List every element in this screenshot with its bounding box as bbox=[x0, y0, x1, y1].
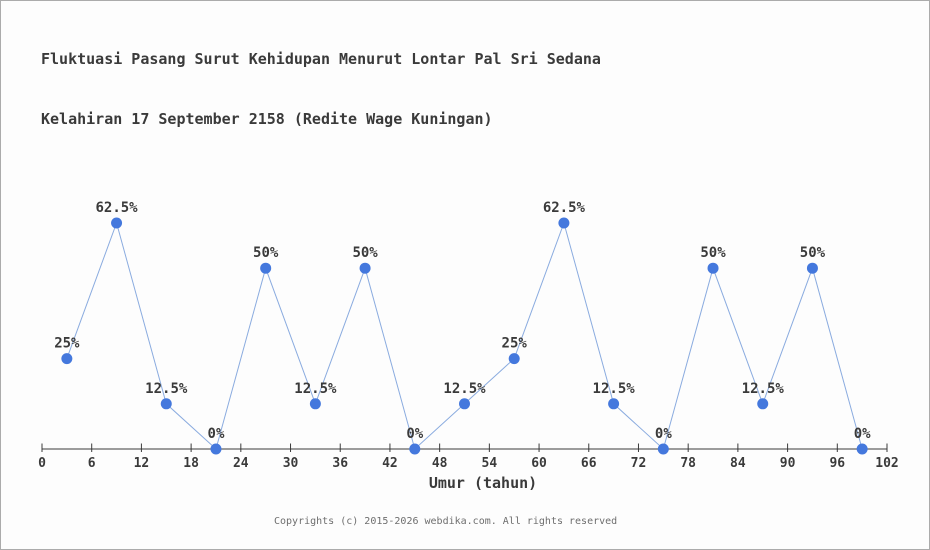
x-tick-label: 54 bbox=[482, 456, 498, 471]
chart-title-line2: Kelahiran 17 September 2158 (Redite Wage… bbox=[41, 110, 493, 128]
chart-title-line1: Fluktuasi Pasang Surut Kehidupan Menurut… bbox=[41, 50, 601, 68]
data-point-label: 12.5% bbox=[294, 381, 337, 397]
data-point bbox=[260, 262, 272, 274]
x-tick-label: 36 bbox=[332, 456, 348, 471]
x-tick-label: 12 bbox=[134, 456, 150, 471]
x-tick-label: 90 bbox=[780, 456, 796, 471]
data-point-label: 25% bbox=[54, 336, 80, 352]
x-tick-label: 6 bbox=[88, 456, 96, 471]
data-point-label: 25% bbox=[502, 336, 528, 352]
data-point bbox=[309, 398, 321, 410]
data-point-label: 12.5% bbox=[145, 381, 188, 397]
x-tick-label: 30 bbox=[283, 456, 299, 471]
data-point bbox=[160, 398, 172, 410]
data-point-label: 0% bbox=[406, 426, 423, 442]
x-tick-label: 0 bbox=[38, 456, 46, 471]
x-axis-label: Umur (tahun) bbox=[428, 474, 538, 492]
x-tick-label: 102 bbox=[875, 456, 898, 471]
data-point-label: 12.5% bbox=[593, 381, 636, 397]
x-tick-label: 72 bbox=[631, 456, 647, 471]
data-point-label: 50% bbox=[253, 245, 279, 261]
data-point bbox=[111, 217, 123, 229]
data-point-label: 0% bbox=[655, 426, 672, 442]
x-tick-label: 48 bbox=[432, 456, 448, 471]
copyright-text: Copyrights (c) 2015-2026 webdika.com. Al… bbox=[274, 516, 618, 527]
x-tick-label: 42 bbox=[382, 456, 398, 471]
x-tick-label: 24 bbox=[233, 456, 249, 471]
data-point bbox=[757, 398, 769, 410]
x-tick-label: 78 bbox=[680, 456, 696, 471]
data-point-label: 50% bbox=[352, 245, 378, 261]
x-tick-label: 18 bbox=[183, 456, 199, 471]
data-point bbox=[459, 398, 470, 410]
data-point bbox=[707, 262, 719, 274]
data-point-label: 62.5% bbox=[543, 200, 586, 216]
data-point-label: 12.5% bbox=[742, 381, 785, 397]
data-point bbox=[608, 398, 620, 410]
x-tick-label: 66 bbox=[581, 456, 597, 471]
data-point-label: 50% bbox=[800, 245, 826, 261]
data-point bbox=[210, 443, 222, 455]
data-point bbox=[409, 443, 421, 455]
data-point-label: 62.5% bbox=[95, 200, 138, 216]
data-point bbox=[508, 353, 520, 365]
x-tick-label: 96 bbox=[829, 456, 845, 471]
data-point bbox=[806, 262, 818, 274]
data-point-label: 0% bbox=[208, 426, 225, 442]
data-point-label: 12.5% bbox=[443, 381, 486, 397]
data-point-label: 0% bbox=[854, 426, 871, 442]
data-point bbox=[558, 217, 570, 229]
x-tick-label: 84 bbox=[730, 456, 746, 471]
data-point-label: 50% bbox=[700, 245, 726, 261]
data-line bbox=[66, 221, 863, 450]
chart-title: Fluktuasi Pasang Surut Kehidupan Menurut… bbox=[41, 9, 601, 169]
data-point bbox=[856, 443, 868, 455]
data-point bbox=[359, 262, 371, 274]
data-point bbox=[61, 353, 73, 365]
x-tick-label: 60 bbox=[531, 456, 547, 471]
data-point bbox=[657, 443, 669, 455]
